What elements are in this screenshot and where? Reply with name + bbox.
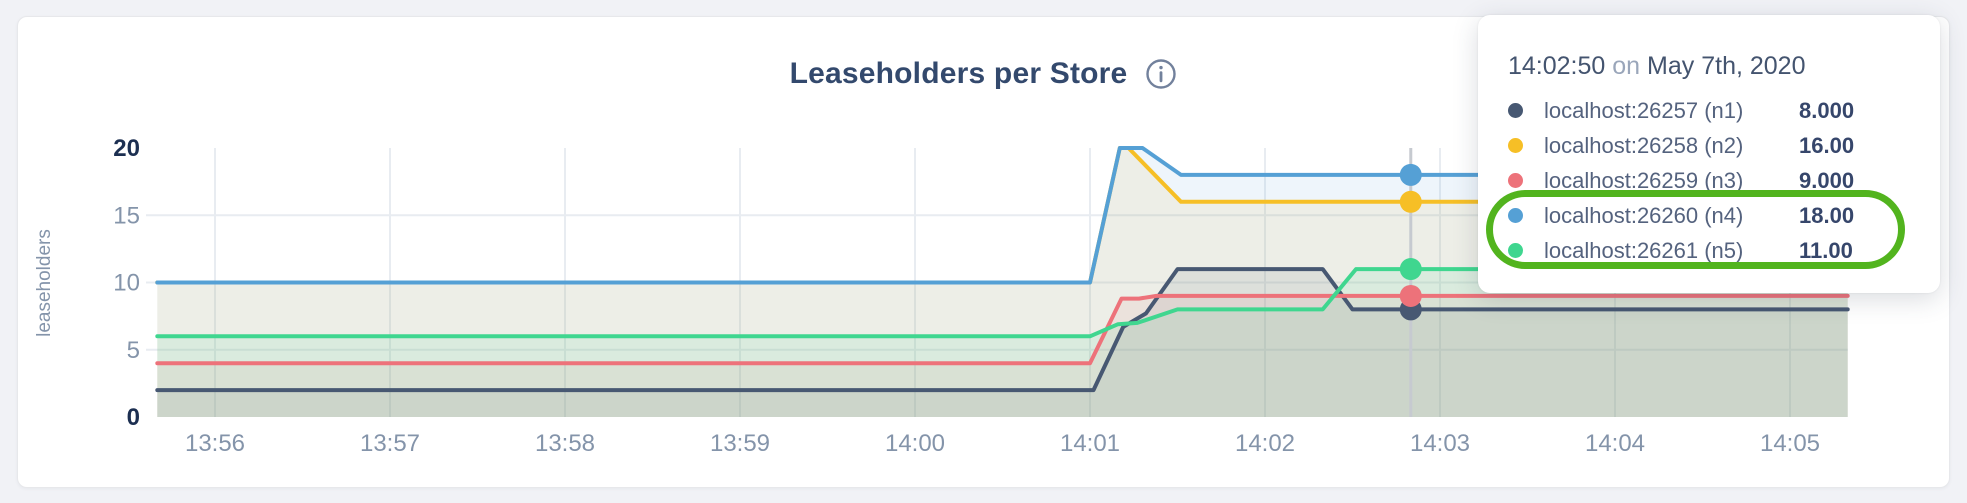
legend-dot xyxy=(1508,243,1523,258)
series-line xyxy=(155,293,1850,366)
hover-point xyxy=(1399,258,1422,281)
series-line xyxy=(155,146,1850,285)
y-tick-label: 5 xyxy=(127,337,140,364)
tooltip-conjunction: on xyxy=(1612,52,1641,80)
tooltip-series-row: localhost:26258 (n2) 16.00 xyxy=(1508,128,1914,163)
hover-point xyxy=(1399,163,1422,186)
series-value: 11.00 xyxy=(1799,237,1853,263)
tooltip-series-row: localhost:26261 (n5) 11.00 xyxy=(1508,233,1914,268)
series-area xyxy=(157,269,1848,417)
x-tick-label: 14:01 xyxy=(1060,430,1120,457)
series-area xyxy=(157,295,1848,417)
tooltip-series-row: localhost:26260 (n4) 18.00 xyxy=(1508,198,1914,233)
tooltip-timestamp: 14:02:50 on May 7th, 2020 xyxy=(1508,51,1914,81)
x-tick-label: 14:05 xyxy=(1760,430,1820,457)
y-axis-label: leaseholders xyxy=(34,229,55,337)
series-label: localhost:26259 (n3) xyxy=(1544,167,1744,193)
y-tick-label: 0 xyxy=(127,404,140,431)
info-icon[interactable] xyxy=(1145,58,1177,90)
series-label: localhost:26258 (n2) xyxy=(1544,132,1744,158)
tooltip-time: 14:02:50 xyxy=(1508,52,1606,80)
series-label: localhost:26257 (n1) xyxy=(1544,97,1744,123)
x-tick-label: 14:03 xyxy=(1410,430,1470,457)
x-tick-label: 14:00 xyxy=(885,430,945,457)
series-value: 8.000 xyxy=(1799,97,1855,123)
series-label: localhost:26261 (n5) xyxy=(1544,237,1744,263)
legend-dot xyxy=(1508,103,1523,118)
y-tick-label: 15 xyxy=(113,202,140,229)
series-area xyxy=(157,269,1848,417)
legend-dot xyxy=(1508,208,1523,223)
legend-dot xyxy=(1508,138,1523,153)
hover-tooltip: 14:02:50 on May 7th, 2020 localhost:2625… xyxy=(1478,15,1940,293)
x-tick-label: 13:59 xyxy=(710,430,770,457)
x-tick-label: 13:57 xyxy=(360,430,420,457)
hover-point xyxy=(1399,190,1422,213)
series-value: 18.00 xyxy=(1799,202,1855,228)
series-line xyxy=(155,267,1850,339)
series-line xyxy=(155,267,1850,393)
tooltip-series-list: localhost:26257 (n1) 8.000 localhost:26258… xyxy=(1508,93,1914,268)
series-value: 9.000 xyxy=(1799,167,1855,193)
chart-header: Leaseholders per Store xyxy=(18,57,1949,91)
series-label: localhost:26260 (n4) xyxy=(1544,202,1744,228)
x-tick-label: 13:58 xyxy=(535,430,595,457)
legend-dot xyxy=(1508,173,1523,188)
tooltip-series-row: localhost:26257 (n1) 8.000 xyxy=(1508,93,1914,128)
y-tick-label: 10 xyxy=(113,270,140,297)
tooltip-date: May 7th, 2020 xyxy=(1647,52,1806,80)
hover-point xyxy=(1399,284,1422,307)
x-tick-label: 14:04 xyxy=(1585,430,1645,457)
x-tick-label: 14:02 xyxy=(1235,430,1295,457)
series-value: 16.00 xyxy=(1799,132,1855,158)
x-tick-label: 13:56 xyxy=(185,430,245,457)
tooltip-series-row: localhost:26259 (n3) 9.000 xyxy=(1508,163,1914,198)
chart-title: Leaseholders per Store xyxy=(789,57,1128,90)
y-tick-label: 20 xyxy=(113,135,140,162)
